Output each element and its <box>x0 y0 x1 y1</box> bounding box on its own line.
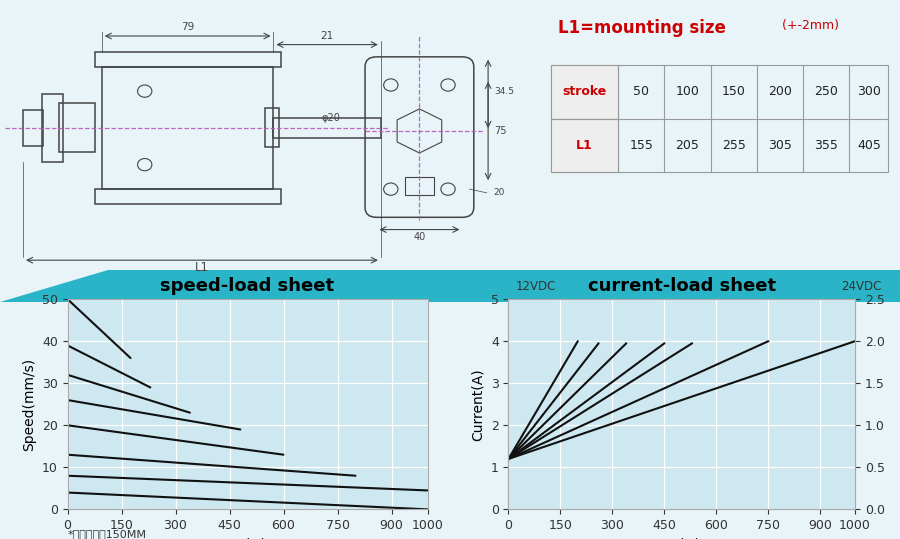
Text: L1: L1 <box>195 261 209 274</box>
Text: 355: 355 <box>814 139 838 152</box>
X-axis label: 负载(N): 负载(N) <box>662 537 701 539</box>
Text: 50: 50 <box>634 85 649 98</box>
Bar <box>274 118 381 137</box>
Title: speed-load sheet: speed-load sheet <box>160 277 335 295</box>
Text: 75: 75 <box>494 126 507 136</box>
Text: 405: 405 <box>857 139 881 152</box>
Text: 24VDC: 24VDC <box>842 280 881 293</box>
Text: L1=mounting size: L1=mounting size <box>558 19 725 37</box>
Text: 205: 205 <box>676 139 699 152</box>
Text: 255: 255 <box>722 139 746 152</box>
Text: 79: 79 <box>181 22 194 32</box>
Text: *测试行程：150MM: *测试行程：150MM <box>68 529 147 538</box>
Text: L1: L1 <box>576 139 593 152</box>
Text: 12VDC: 12VDC <box>516 280 556 293</box>
Bar <box>102 67 274 189</box>
Y-axis label: Speed(mm/s): Speed(mm/s) <box>22 358 36 451</box>
Y-axis label: Current(A): Current(A) <box>472 368 485 440</box>
Text: 34.5: 34.5 <box>494 87 514 96</box>
Bar <box>265 108 279 148</box>
Polygon shape <box>0 270 900 302</box>
Text: 250: 250 <box>814 85 838 98</box>
Text: 21: 21 <box>320 31 333 41</box>
Text: 40: 40 <box>413 232 426 242</box>
X-axis label: 负载(N): 负载(N) <box>229 537 266 539</box>
Bar <box>551 65 888 172</box>
Bar <box>405 177 434 195</box>
Title: current-load sheet: current-load sheet <box>588 277 776 295</box>
Text: (+-2mm): (+-2mm) <box>778 19 839 32</box>
Bar <box>23 109 43 146</box>
Bar <box>41 94 63 162</box>
Bar <box>58 103 94 153</box>
Text: 155: 155 <box>629 139 653 152</box>
Text: 200: 200 <box>768 85 792 98</box>
Text: 300: 300 <box>857 85 881 98</box>
Bar <box>94 189 281 204</box>
Text: 150: 150 <box>722 85 746 98</box>
Text: φ20: φ20 <box>321 113 340 123</box>
Text: 100: 100 <box>676 85 699 98</box>
Bar <box>551 65 618 119</box>
Text: 305: 305 <box>768 139 792 152</box>
Text: 20: 20 <box>494 188 505 197</box>
Text: stroke: stroke <box>562 85 607 98</box>
Bar <box>94 52 281 67</box>
Bar <box>551 119 618 172</box>
